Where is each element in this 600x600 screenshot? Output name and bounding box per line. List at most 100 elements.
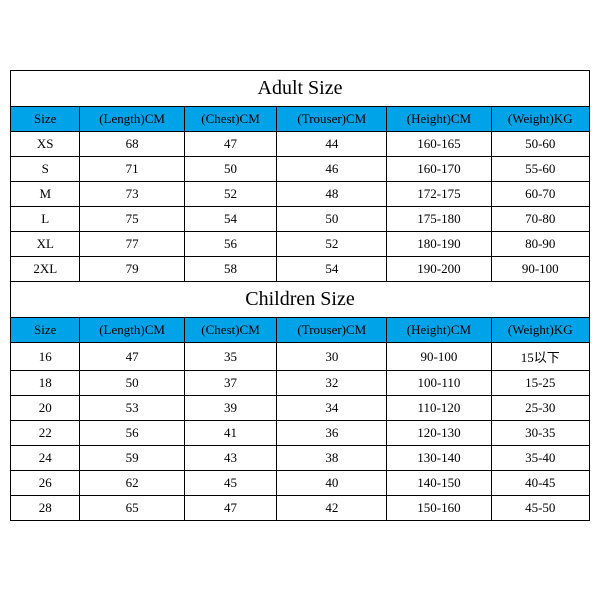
cell: 73 [80, 182, 184, 207]
cell: 59 [80, 446, 184, 471]
cell: 68 [80, 132, 184, 157]
cell: 44 [277, 132, 387, 157]
cell: 35 [184, 343, 277, 371]
col-weight: (Weight)KG [491, 318, 589, 343]
cell: 120-130 [387, 421, 491, 446]
cell: 26 [11, 471, 80, 496]
cell: 140-150 [387, 471, 491, 496]
cell: XL [11, 232, 80, 257]
col-weight: (Weight)KG [491, 107, 589, 132]
cell: 41 [184, 421, 277, 446]
cell: 50 [184, 157, 277, 182]
cell: 50-60 [491, 132, 589, 157]
cell: XS [11, 132, 80, 157]
cell: 100-110 [387, 371, 491, 396]
cell: 20 [11, 396, 80, 421]
table-row: L755450175-18070-80 [11, 207, 590, 232]
cell: L [11, 207, 80, 232]
cell: 80-90 [491, 232, 589, 257]
cell: 190-200 [387, 257, 491, 282]
cell: 48 [277, 182, 387, 207]
col-height: (Height)CM [387, 107, 491, 132]
cell: 75 [80, 207, 184, 232]
cell: 2XL [11, 257, 80, 282]
cell: 43 [184, 446, 277, 471]
cell: 52 [184, 182, 277, 207]
cell: 36 [277, 421, 387, 446]
children-size-table: Size (Length)CM (Chest)CM (Trouser)CM (H… [10, 317, 590, 521]
cell: 77 [80, 232, 184, 257]
table-row: 24594338130-14035-40 [11, 446, 590, 471]
cell: 45 [184, 471, 277, 496]
table-row: 1647353090-10015以下 [11, 343, 590, 371]
cell: 90-100 [387, 343, 491, 371]
cell: 71 [80, 157, 184, 182]
cell: 42 [277, 496, 387, 521]
size-chart-wrapper: Adult Size Size (Length)CM (Chest)CM (Tr… [0, 0, 600, 521]
cell: 70-80 [491, 207, 589, 232]
col-length: (Length)CM [80, 107, 184, 132]
table-row: 20533934110-12025-30 [11, 396, 590, 421]
col-length: (Length)CM [80, 318, 184, 343]
cell: 47 [184, 132, 277, 157]
cell: 22 [11, 421, 80, 446]
cell: 60-70 [491, 182, 589, 207]
cell: 28 [11, 496, 80, 521]
cell: 79 [80, 257, 184, 282]
table-row: 2XL795854190-20090-100 [11, 257, 590, 282]
col-trouser: (Trouser)CM [277, 107, 387, 132]
cell: 58 [184, 257, 277, 282]
cell: 38 [277, 446, 387, 471]
col-height: (Height)CM [387, 318, 491, 343]
cell: 52 [277, 232, 387, 257]
col-trouser: (Trouser)CM [277, 318, 387, 343]
cell: 175-180 [387, 207, 491, 232]
cell: 16 [11, 343, 80, 371]
cell: 47 [80, 343, 184, 371]
cell: 56 [80, 421, 184, 446]
col-size: Size [11, 318, 80, 343]
children-title: Children Size [10, 282, 590, 317]
cell: 110-120 [387, 396, 491, 421]
cell: 62 [80, 471, 184, 496]
children-header-row: Size (Length)CM (Chest)CM (Trouser)CM (H… [11, 318, 590, 343]
cell: 50 [80, 371, 184, 396]
cell: 53 [80, 396, 184, 421]
adult-size-table: Size (Length)CM (Chest)CM (Trouser)CM (H… [10, 106, 590, 282]
cell: 55-60 [491, 157, 589, 182]
cell: 18 [11, 371, 80, 396]
cell: 30 [277, 343, 387, 371]
cell: 160-170 [387, 157, 491, 182]
table-row: XS684744160-16550-60 [11, 132, 590, 157]
cell: 46 [277, 157, 387, 182]
cell: 45-50 [491, 496, 589, 521]
table-row: 22564136120-13030-35 [11, 421, 590, 446]
adult-header-row: Size (Length)CM (Chest)CM (Trouser)CM (H… [11, 107, 590, 132]
cell: 90-100 [491, 257, 589, 282]
cell: 150-160 [387, 496, 491, 521]
cell: 25-30 [491, 396, 589, 421]
cell: 65 [80, 496, 184, 521]
cell: 160-165 [387, 132, 491, 157]
table-row: M735248172-17560-70 [11, 182, 590, 207]
cell: 180-190 [387, 232, 491, 257]
cell: S [11, 157, 80, 182]
col-chest: (Chest)CM [184, 107, 277, 132]
table-row: S715046160-17055-60 [11, 157, 590, 182]
col-chest: (Chest)CM [184, 318, 277, 343]
cell: 30-35 [491, 421, 589, 446]
cell: 47 [184, 496, 277, 521]
cell: 32 [277, 371, 387, 396]
cell: 130-140 [387, 446, 491, 471]
cell: 24 [11, 446, 80, 471]
cell: 15以下 [491, 343, 589, 371]
cell: 54 [184, 207, 277, 232]
table-row: 28654742150-16045-50 [11, 496, 590, 521]
col-size: Size [11, 107, 80, 132]
cell: 56 [184, 232, 277, 257]
cell: 39 [184, 396, 277, 421]
cell: 15-25 [491, 371, 589, 396]
cell: 40-45 [491, 471, 589, 496]
cell: 35-40 [491, 446, 589, 471]
table-row: XL775652180-19080-90 [11, 232, 590, 257]
